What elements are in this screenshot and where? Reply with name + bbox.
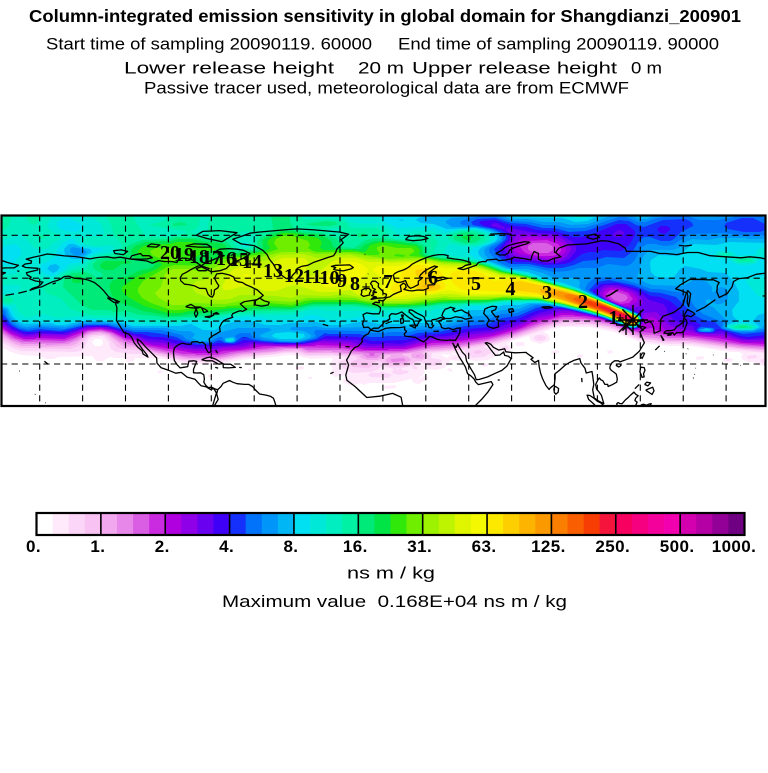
svg-text:4.: 4. xyxy=(219,537,234,556)
svg-text:+: + xyxy=(245,256,254,273)
svg-text:16: 16 xyxy=(216,248,236,270)
svg-text:15: 15 xyxy=(229,249,249,271)
svg-text:8: 8 xyxy=(350,273,360,295)
svg-text:19: 19 xyxy=(174,244,194,266)
svg-text:20: 20 xyxy=(160,242,180,264)
svg-text:10: 10 xyxy=(320,267,340,289)
svg-text:2: 2 xyxy=(578,291,588,313)
svg-text:Upper release height: Upper release height xyxy=(412,59,617,78)
svg-text:13: 13 xyxy=(263,260,283,282)
svg-text:ns m / kg: ns m / kg xyxy=(347,564,435,583)
svg-text:63.: 63. xyxy=(472,537,497,556)
svg-text:20 m: 20 m xyxy=(358,59,404,78)
svg-text:0.: 0. xyxy=(26,537,41,556)
svg-text:Maximum value 0.168E+04 ns m: Maximum value 0.168E+04 ns m / kg xyxy=(222,592,567,611)
svg-text:+: + xyxy=(361,279,370,296)
svg-text:2.: 2. xyxy=(155,537,170,556)
svg-text:Column-integrated emission sen: Column-integrated emission sensitivity i… xyxy=(29,6,741,26)
svg-text:6: 6 xyxy=(428,267,438,289)
svg-text:1.: 1. xyxy=(90,537,105,556)
svg-text:500.: 500. xyxy=(660,537,695,556)
svg-text:+: + xyxy=(231,254,240,271)
svg-text:250.: 250. xyxy=(595,537,630,556)
svg-text:End time of sampling 20090119.: End time of sampling 20090119. 90000 xyxy=(398,35,719,54)
svg-text:8.: 8. xyxy=(283,537,298,556)
svg-text:3: 3 xyxy=(542,282,552,304)
svg-text:4: 4 xyxy=(506,278,516,300)
svg-text:11: 11 xyxy=(303,266,322,288)
svg-text:0 m: 0 m xyxy=(631,59,662,78)
svg-text:9: 9 xyxy=(337,270,347,292)
svg-text:16.: 16. xyxy=(343,537,368,556)
svg-text:12: 12 xyxy=(284,265,304,287)
svg-text:17: 17 xyxy=(202,247,222,269)
svg-text:Passive tracer used, meteorolo: Passive tracer used, meteorological data… xyxy=(144,79,629,98)
svg-text:18: 18 xyxy=(189,246,209,268)
svg-text:5: 5 xyxy=(471,273,481,295)
svg-text:7: 7 xyxy=(383,271,393,293)
svg-text:31.: 31. xyxy=(407,537,432,556)
svg-text:Lower release height: Lower release height xyxy=(124,59,334,78)
svg-text:125.: 125. xyxy=(531,537,566,556)
svg-text:14: 14 xyxy=(242,251,262,273)
svg-text:Start time of sampling 2009011: Start time of sampling 20090119. 60000 xyxy=(46,35,372,54)
svg-text:1: 1 xyxy=(609,307,619,329)
svg-text:1000.: 1000. xyxy=(712,537,757,556)
